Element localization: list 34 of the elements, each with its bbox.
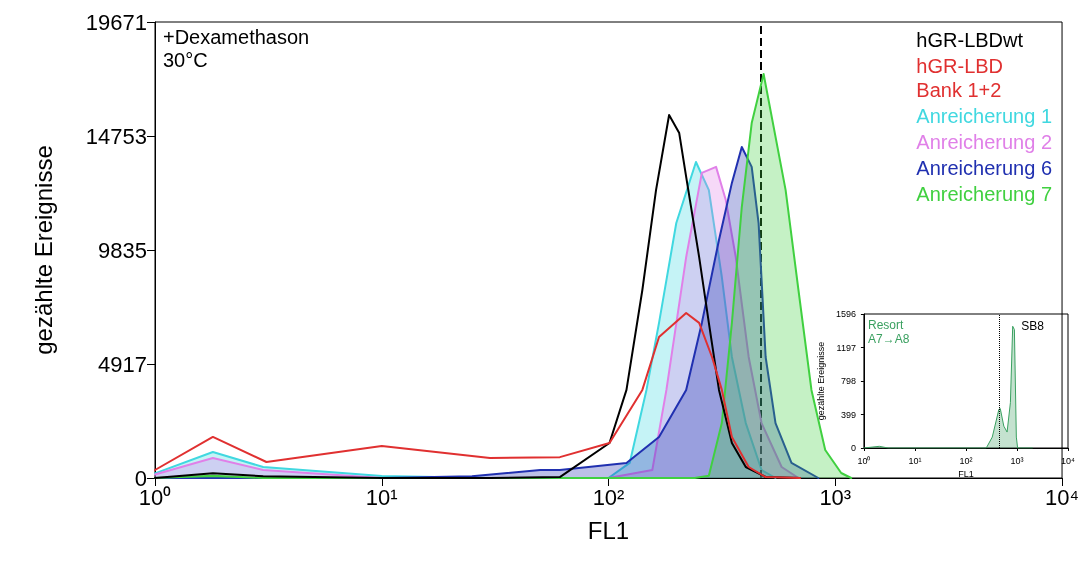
text: hGR-LBD Bank 1+2 — [916, 55, 1004, 101]
y-axis-title: gezählte Ereignisse — [815, 341, 826, 421]
annotation: +Dexamethason — [163, 26, 310, 48]
text: Anreicherung 7 — [916, 183, 1053, 205]
y-tick-label: 19671 — [85, 9, 147, 35]
annotation: 30°C — [163, 49, 208, 71]
annotation: A7→A8 — [868, 331, 910, 346]
x-tick-label: 10¹ — [365, 484, 398, 510]
x-tick-label: 10¹ — [908, 455, 922, 466]
y-axis-title: gezählte Ereignisse — [29, 145, 57, 355]
text: Anreicherung 6 — [916, 157, 1053, 179]
y-tick-label: 1197 — [836, 342, 856, 353]
x-tick-label: 10⁰ — [857, 455, 871, 466]
y-tick-label: 0 — [134, 465, 147, 491]
y-tick-label: 399 — [840, 409, 856, 420]
y-tick-label: 14753 — [85, 123, 147, 149]
y-tick-label: 4917 — [98, 351, 147, 377]
x-axis-title: FL1 — [958, 469, 974, 480]
y-tick-label: 9835 — [98, 237, 147, 263]
annotation: SB8 — [1021, 319, 1045, 334]
x-tick-label: 10⁴ — [1045, 484, 1080, 510]
y-tick-label: 1596 — [835, 309, 856, 319]
text: Anreicherung 2 — [916, 131, 1053, 153]
x-tick-label: 10² — [959, 455, 973, 466]
x-tick-label: 10³ — [1010, 455, 1024, 466]
annotation: Resort — [868, 318, 905, 332]
x-axis-title: FL1 — [587, 516, 630, 544]
x-tick-label: 10⁴ — [1061, 455, 1076, 466]
text: Anreicherung 1 — [916, 105, 1053, 127]
text: hGR-LBDwt — [916, 29, 1024, 51]
x-tick-label: 10³ — [819, 484, 852, 510]
y-tick-label: 0 — [850, 443, 856, 453]
x-tick-label: 10² — [592, 484, 625, 510]
y-tick-label: 798 — [840, 376, 856, 386]
